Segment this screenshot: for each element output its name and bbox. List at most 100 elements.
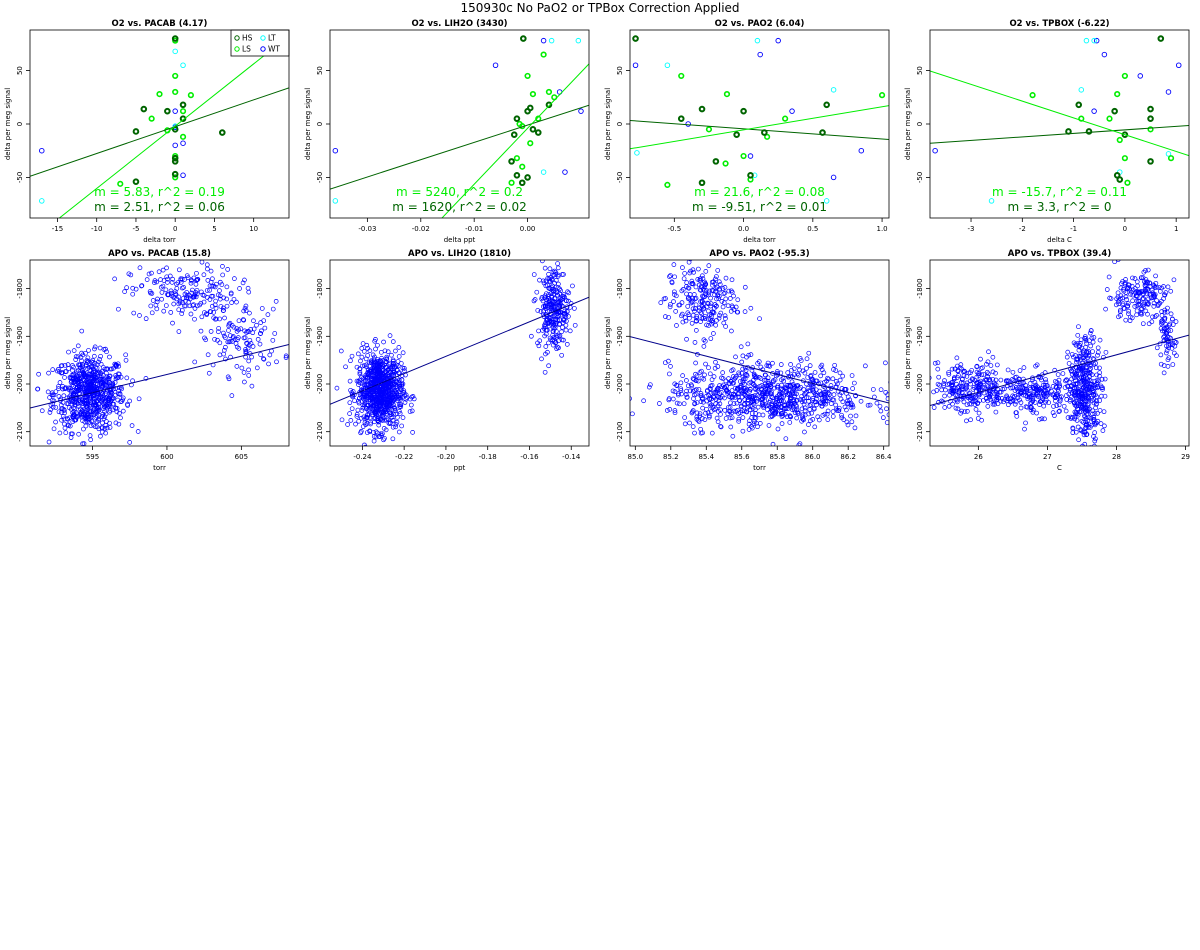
data-point xyxy=(213,281,219,287)
data-point xyxy=(709,396,714,402)
data-point xyxy=(259,328,264,334)
data-point xyxy=(792,407,797,413)
data-point xyxy=(410,394,416,399)
data-point xyxy=(541,325,547,331)
data-point xyxy=(1124,297,1129,302)
data-point xyxy=(708,336,714,341)
data-point xyxy=(702,417,708,422)
fit-line-dark xyxy=(330,104,589,190)
data-point xyxy=(977,398,982,403)
y-tick-label: -2100 xyxy=(16,422,24,442)
data-point xyxy=(1030,409,1036,415)
point-ls xyxy=(540,51,547,58)
data-point xyxy=(1024,389,1030,394)
data-point xyxy=(803,390,808,396)
x-tick-label: 85.2 xyxy=(663,453,679,461)
data-point xyxy=(91,393,96,398)
data-point xyxy=(79,368,85,374)
data-point xyxy=(99,384,104,390)
data-point xyxy=(700,293,705,299)
y-tick-label: 0 xyxy=(916,122,924,126)
data-point xyxy=(1073,409,1079,415)
data-point xyxy=(78,384,84,390)
data-point xyxy=(672,289,677,295)
data-point xyxy=(1080,374,1086,379)
data-point xyxy=(1034,410,1039,416)
data-point xyxy=(718,407,723,413)
data-point xyxy=(217,293,223,299)
data-point xyxy=(1050,384,1056,389)
data-point xyxy=(683,392,689,397)
data-point xyxy=(549,285,555,290)
point-hs xyxy=(823,101,830,109)
data-point xyxy=(697,413,703,419)
data-point xyxy=(207,283,213,289)
data-point xyxy=(94,362,100,367)
data-point xyxy=(751,421,757,427)
point-ls xyxy=(723,90,731,98)
data-point xyxy=(1141,296,1146,302)
data-point xyxy=(113,376,119,382)
data-point xyxy=(1076,437,1081,443)
data-point xyxy=(797,367,802,373)
data-point xyxy=(232,276,237,281)
data-point xyxy=(1162,292,1167,297)
data-point xyxy=(1149,287,1155,293)
data-point xyxy=(369,396,375,402)
fit-line-dark xyxy=(30,87,289,177)
data-point xyxy=(47,395,52,400)
data-point xyxy=(1127,314,1133,320)
data-point xyxy=(696,266,701,272)
data-point xyxy=(931,405,937,410)
x-tick-label: 86.4 xyxy=(876,453,892,461)
data-point xyxy=(758,364,764,370)
data-point xyxy=(364,421,370,426)
data-point xyxy=(409,408,415,414)
data-point xyxy=(359,354,365,360)
data-point xyxy=(357,366,363,371)
data-point xyxy=(719,375,724,381)
data-point xyxy=(870,387,876,392)
data-point xyxy=(115,397,121,403)
data-point xyxy=(364,405,370,411)
data-point xyxy=(376,419,381,425)
data-point xyxy=(203,337,209,343)
data-point xyxy=(267,352,273,358)
data-point xyxy=(198,300,204,306)
data-point xyxy=(730,433,736,439)
data-point xyxy=(231,296,237,302)
data-point xyxy=(742,309,748,314)
data-point xyxy=(1134,293,1139,298)
point-ls xyxy=(156,90,163,98)
data-point xyxy=(390,357,396,363)
data-point xyxy=(695,378,701,384)
data-point xyxy=(127,398,133,404)
data-point xyxy=(1011,395,1017,400)
data-point xyxy=(925,421,929,425)
data-point xyxy=(755,388,761,393)
data-point xyxy=(693,378,699,384)
data-point xyxy=(715,268,721,273)
data-point xyxy=(685,296,691,301)
data-point xyxy=(204,288,210,293)
fit-annotation-light: m = 5.83, r^2 = 0.19 xyxy=(94,185,225,199)
data-point xyxy=(373,346,378,352)
data-point xyxy=(1136,290,1142,295)
data-point xyxy=(1144,279,1150,285)
plot-frame xyxy=(29,259,290,447)
data-point xyxy=(369,360,374,366)
data-point xyxy=(779,414,785,419)
data-point xyxy=(1087,330,1093,336)
data-point xyxy=(782,385,788,390)
data-point xyxy=(987,377,993,382)
data-point xyxy=(1088,343,1094,349)
data-point xyxy=(693,371,698,377)
data-point xyxy=(745,397,751,403)
data-point xyxy=(717,286,722,292)
data-point xyxy=(558,297,563,303)
data-point xyxy=(950,401,955,407)
data-point xyxy=(1043,388,1049,394)
data-point xyxy=(1104,287,1110,292)
point-lt xyxy=(39,198,45,204)
data-point xyxy=(802,429,807,435)
